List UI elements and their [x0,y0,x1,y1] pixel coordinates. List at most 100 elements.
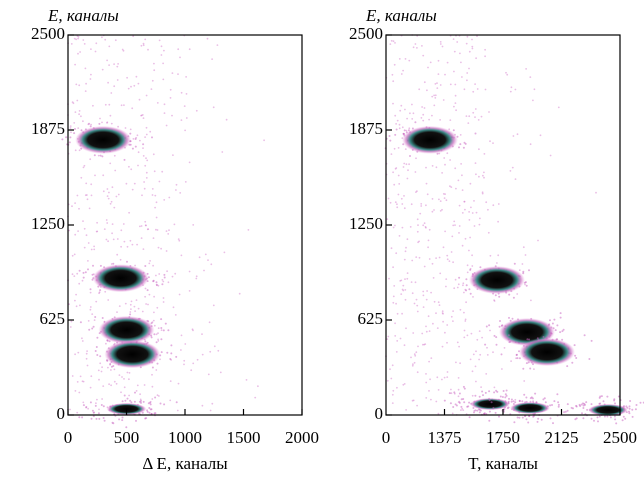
noise-dot [167,233,170,235]
noise-dot [96,336,99,339]
noise-dot [117,125,119,128]
noise-dot [449,119,452,121]
noise-dot [70,131,72,134]
noise-dot [507,334,510,337]
noise-dot [73,37,76,40]
noise-dot [78,113,80,116]
noise-dot [466,72,469,74]
noise-dot [144,220,147,223]
noise-dot [393,147,396,150]
noise-dot [433,300,436,303]
noise-dot [549,404,552,407]
noise-dot [154,396,157,399]
noise-dot [179,56,181,59]
noise-dot [148,411,151,414]
noise-dot [414,171,417,173]
noise-dot [485,373,488,375]
noise-dot [552,422,554,425]
noise-dot [424,226,427,228]
noise-dot [411,103,413,106]
noise-dot [504,406,506,409]
noise-dot [180,334,183,337]
noise-dot [96,354,99,356]
noise-dot [144,265,147,267]
noise-dot [98,292,100,295]
noise-dot [408,127,411,130]
noise-dot [90,183,93,186]
noise-dot [431,95,434,98]
noise-dot [134,145,137,148]
noise-dot [475,350,477,353]
noise-dot [474,409,477,412]
noise-dot [98,122,101,125]
noise-dot [466,264,469,267]
noise-dot [635,404,638,406]
noise-dot [70,320,73,323]
noise-dot [144,224,147,227]
noise-dot [406,238,409,241]
noise-dot [469,268,472,271]
noise-dot [144,417,147,420]
noise-dot [522,246,525,249]
noise-dot [513,421,516,424]
noise-dot [427,246,429,249]
noise-dot [521,400,524,403]
noise-dot [443,157,446,159]
noise-dot [458,225,461,227]
noise-dot [104,38,107,41]
noise-dot [77,35,80,38]
noise-dot [135,299,138,301]
noise-dot [474,132,477,135]
noise-dot [488,111,490,113]
noise-dot [399,337,402,340]
noise-dot [116,79,119,81]
noise-dot [481,191,484,194]
noise-dot [464,208,466,211]
noise-dot [474,108,477,110]
noise-dot [409,155,411,157]
noise-dot [572,407,574,410]
noise-dot [424,343,427,345]
noise-dot [428,228,431,231]
noise-dot [402,133,405,135]
noise-dot [68,141,71,144]
noise-dot [109,114,112,117]
noise-dot [147,228,150,231]
noise-dot [542,336,545,338]
noise-dot [417,224,419,227]
noise-dot [159,402,162,405]
noise-dot [185,76,188,78]
noise-dot [97,154,100,157]
noise-dot [139,398,142,401]
noise-dot [85,234,88,237]
noise-dot [394,201,397,204]
noise-dot [174,314,177,316]
noise-dot [515,357,517,360]
noise-dot [444,163,446,166]
noise-dot [446,341,448,344]
noise-dot [155,281,158,284]
noise-dot [446,371,449,373]
noise-dot [416,190,418,193]
noise-dot [108,103,111,106]
noise-dot [417,345,419,348]
noise-dot [138,98,141,101]
noise-dot [106,195,109,198]
noise-dot [93,248,96,251]
noise-dot [81,279,84,282]
noise-dot [488,324,491,327]
noise-dot [598,402,601,405]
noise-dot [441,172,443,174]
noise-dot [99,289,102,292]
noise-dot [162,329,165,332]
noise-dot [411,118,414,120]
y-tick-label: 2500 [31,24,65,43]
noise-dot [73,122,76,124]
noise-dot [188,290,191,292]
noise-dot [142,155,145,157]
noise-dot [588,358,591,360]
noise-dot [147,48,149,51]
noise-dot [402,289,405,292]
noise-dot [454,224,456,227]
